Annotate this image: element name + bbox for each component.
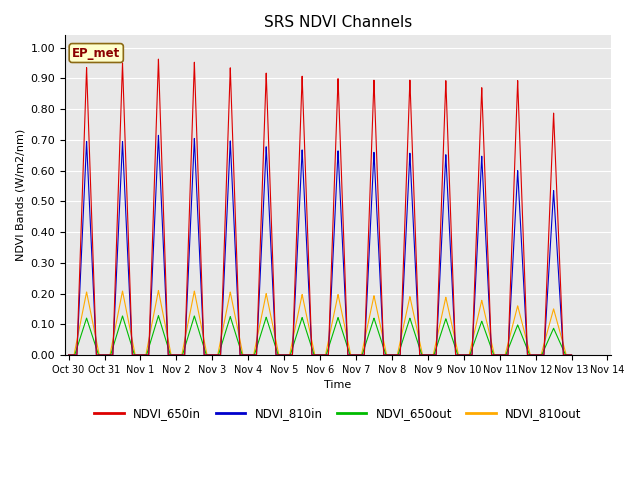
Title: SRS NDVI Channels: SRS NDVI Channels [264,15,412,30]
NDVI_810out [568,352,575,358]
NDVI_810in [90,302,98,308]
NDVI_810in [568,352,575,358]
NDVI_650out [90,338,98,344]
NDVI_650in [65,352,72,358]
NDVI_810in [142,352,150,358]
NDVI_810in [155,132,163,138]
NDVI_810out [496,352,504,358]
Legend: NDVI_650in, NDVI_810in, NDVI_650out, NDVI_810out: NDVI_650in, NDVI_810in, NDVI_650out, NDV… [90,402,586,425]
NDVI_810out [65,352,72,358]
NDVI_650out [186,330,193,336]
NDVI_810in [186,251,193,257]
NDVI_810out [468,341,476,347]
NDVI_650in [468,352,476,358]
NDVI_810out [142,351,150,357]
NDVI_650in [186,216,193,221]
NDVI_810in [468,352,476,358]
Line: NDVI_810in: NDVI_810in [68,135,572,355]
Text: EP_met: EP_met [72,47,120,60]
NDVI_650in [155,56,163,62]
NDVI_810in [496,352,504,358]
NDVI_650out [302,327,310,333]
NDVI_810out [155,288,163,293]
NDVI_810out [302,311,310,317]
NDVI_810out [90,326,98,332]
NDVI_810in [65,352,72,358]
NDVI_650in [90,284,98,290]
Line: NDVI_810out: NDVI_810out [68,290,572,355]
NDVI_650out [568,352,575,358]
X-axis label: Time: Time [324,380,351,390]
NDVI_650out [65,352,72,358]
NDVI_810out [186,314,193,320]
NDVI_650in [142,352,150,358]
NDVI_650out [155,313,163,319]
NDVI_650in [302,189,310,195]
Line: NDVI_650out: NDVI_650out [68,316,572,355]
Y-axis label: NDVI Bands (W/m2/nm): NDVI Bands (W/m2/nm) [15,129,25,261]
NDVI_650in [496,352,504,358]
NDVI_650out [496,352,504,358]
NDVI_650in [568,352,575,358]
NDVI_650out [142,352,150,358]
NDVI_650out [468,347,476,352]
Line: NDVI_650in: NDVI_650in [68,59,572,355]
NDVI_810in [302,232,310,238]
